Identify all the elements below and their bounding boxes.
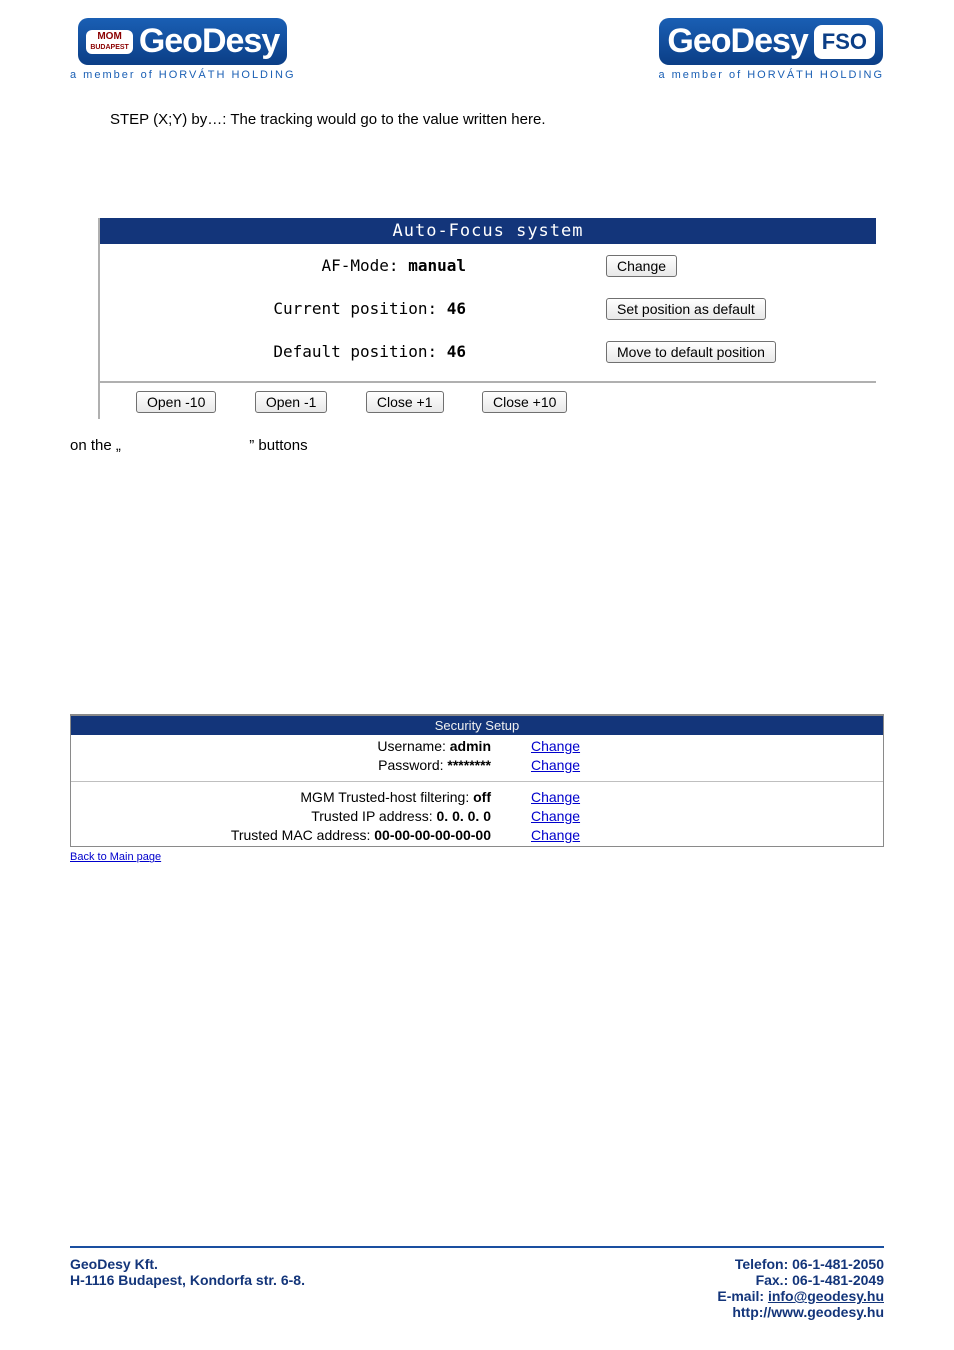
trusted-host-label: MGM Trusted-host filtering: off bbox=[71, 788, 491, 807]
logo-left: MOM BUDAPEST GeoDesy a member of HORVÁTH… bbox=[70, 18, 296, 81]
trusted-mac-change-link[interactable]: Change bbox=[531, 827, 580, 843]
username-change-link[interactable]: Change bbox=[531, 738, 580, 754]
intro-text: STEP (X;Y) by…: The tracking would go to… bbox=[110, 111, 884, 128]
change-button[interactable]: Change bbox=[606, 255, 677, 277]
caption-line: on the „ ” buttons bbox=[70, 437, 884, 454]
open-minus-10-button[interactable]: Open -10 bbox=[136, 391, 216, 413]
footer-address: H-1116 Budapest, Kondorfa str. 6-8. bbox=[70, 1272, 305, 1288]
autofocus-panel: Auto-Focus system AF-Mode: manual Change… bbox=[98, 218, 876, 419]
logo-right-tagline: a member of HORVÁTH HOLDING bbox=[658, 69, 884, 81]
logo-left-brand: GeoDesy bbox=[139, 22, 279, 61]
close-plus-10-button[interactable]: Close +10 bbox=[482, 391, 567, 413]
footer: GeoDesy Kft. H-1116 Budapest, Kondorfa s… bbox=[70, 1246, 884, 1320]
security-divider bbox=[71, 781, 883, 782]
security-section: Security Setup Username: admin Change Pa… bbox=[70, 714, 884, 865]
autofocus-title: Auto-Focus system bbox=[100, 218, 876, 244]
footer-fax: Fax.: 06-1-481-2049 bbox=[717, 1272, 884, 1288]
close-plus-1-button[interactable]: Close +1 bbox=[366, 391, 444, 413]
current-position-label: Current position: 46 bbox=[100, 287, 596, 330]
footer-company: GeoDesy Kft. bbox=[70, 1256, 305, 1272]
set-default-button[interactable]: Set position as default bbox=[606, 298, 766, 320]
trusted-host-change-link[interactable]: Change bbox=[531, 789, 580, 805]
mom-top: MOM bbox=[97, 31, 121, 42]
footer-tel: Telefon: 06-1-481-2050 bbox=[717, 1256, 884, 1272]
footer-email-link[interactable]: info@geodesy.hu bbox=[768, 1288, 884, 1304]
password-change-link[interactable]: Change bbox=[531, 757, 580, 773]
fso-badge: FSO bbox=[814, 25, 875, 59]
trusted-ip-change-link[interactable]: Change bbox=[531, 808, 580, 824]
logo-right-box: GeoDesy FSO bbox=[659, 18, 883, 65]
security-panel: Security Setup Username: admin Change Pa… bbox=[70, 714, 884, 847]
trusted-ip-label: Trusted IP address: 0. 0. 0. 0 bbox=[71, 807, 491, 826]
security-title: Security Setup bbox=[71, 716, 883, 735]
footer-right: Telefon: 06-1-481-2050 Fax.: 06-1-481-20… bbox=[717, 1256, 884, 1320]
mom-bottom: BUDAPEST bbox=[90, 44, 129, 51]
default-position-label: Default position: 46 bbox=[100, 330, 596, 373]
password-label: Password: ******** bbox=[71, 756, 491, 775]
logo-right: GeoDesy FSO a member of HORVÁTH HOLDING bbox=[658, 18, 884, 81]
logo-left-tagline: a member of HORVÁTH HOLDING bbox=[70, 69, 296, 81]
footer-left: GeoDesy Kft. H-1116 Budapest, Kondorfa s… bbox=[70, 1256, 305, 1320]
af-stepper-row: Open -10 Open -1 Close +1 Close +10 bbox=[100, 383, 876, 419]
back-to-main-link[interactable]: Back to Main page bbox=[70, 851, 161, 863]
move-default-button[interactable]: Move to default position bbox=[606, 341, 776, 363]
open-minus-1-button[interactable]: Open -1 bbox=[255, 391, 328, 413]
footer-url: http://www.geodesy.hu bbox=[717, 1304, 884, 1320]
footer-email: E-mail: info@geodesy.hu bbox=[717, 1288, 884, 1304]
logo-right-brand: GeoDesy bbox=[667, 22, 807, 61]
username-label: Username: admin bbox=[71, 737, 491, 756]
af-mode-label: AF-Mode: manual bbox=[100, 244, 596, 287]
header: MOM BUDAPEST GeoDesy a member of HORVÁTH… bbox=[70, 18, 884, 81]
logo-left-box: MOM BUDAPEST GeoDesy bbox=[78, 18, 287, 65]
mom-badge: MOM BUDAPEST bbox=[86, 30, 133, 54]
trusted-mac-label: Trusted MAC address: 00-00-00-00-00-00 bbox=[71, 826, 491, 845]
